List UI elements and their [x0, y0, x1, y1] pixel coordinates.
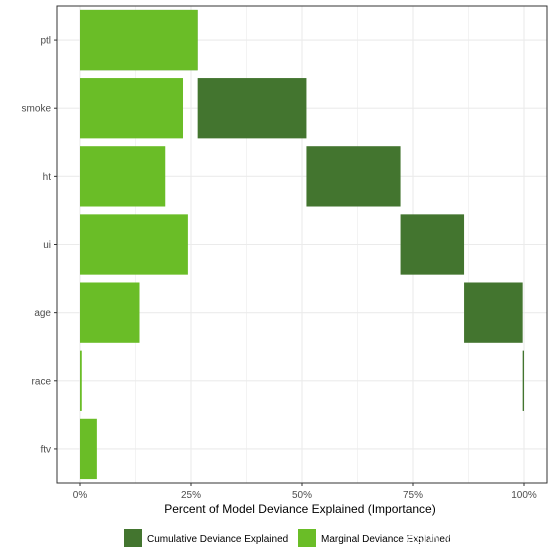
- marginal-bar-smoke: [80, 78, 184, 139]
- legend-label: Marginal Deviance Explained: [321, 534, 451, 545]
- marginal-bar-age: [80, 282, 140, 343]
- marginal-bar-race: [80, 350, 82, 411]
- x-axis: 0% 25% 50% 75% 100%: [73, 483, 537, 501]
- legend-key-1: [298, 529, 316, 547]
- bars: [80, 9, 524, 480]
- cumulative-bar-ui: [400, 214, 465, 275]
- cumulative-bar-race: [522, 350, 524, 411]
- x-tick-label: 0%: [73, 490, 88, 501]
- x-tick-label: 75%: [403, 490, 423, 501]
- y-tick-label: ui: [43, 240, 51, 251]
- x-tick-label: 25%: [181, 490, 201, 501]
- y-tick-label: smoke: [22, 104, 52, 115]
- marginal-bar-ftv: [80, 418, 97, 480]
- marginal-bar-ht: [80, 146, 166, 207]
- legend-label: Cumulative Deviance Explained: [147, 534, 288, 545]
- x-axis-title: Percent of Model Deviance Explained (Imp…: [164, 502, 435, 516]
- legend: Cumulative Deviance Explained Marginal De…: [124, 529, 451, 547]
- cumulative-bar-smoke: [197, 78, 307, 139]
- x-tick-label: 50%: [292, 490, 312, 501]
- marginal-bar-ui: [80, 214, 188, 275]
- marginal-bar-ptl: [80, 9, 198, 71]
- y-tick-label: ht: [43, 172, 52, 183]
- y-tick-label: ftv: [40, 444, 51, 455]
- y-tick-label: age: [34, 308, 51, 319]
- y-tick-label: race: [32, 376, 52, 387]
- y-axis: ptl smoke ht ui age race ftv: [22, 36, 57, 455]
- legend-key-0: [124, 529, 142, 547]
- watermark-text: CSDN @天桥下的卖艺者: [406, 531, 540, 546]
- y-tick-label: ptl: [40, 36, 51, 47]
- cumulative-bar-ht: [306, 146, 401, 207]
- cumulative-bar-age: [464, 282, 523, 343]
- x-tick-label: 100%: [511, 490, 537, 501]
